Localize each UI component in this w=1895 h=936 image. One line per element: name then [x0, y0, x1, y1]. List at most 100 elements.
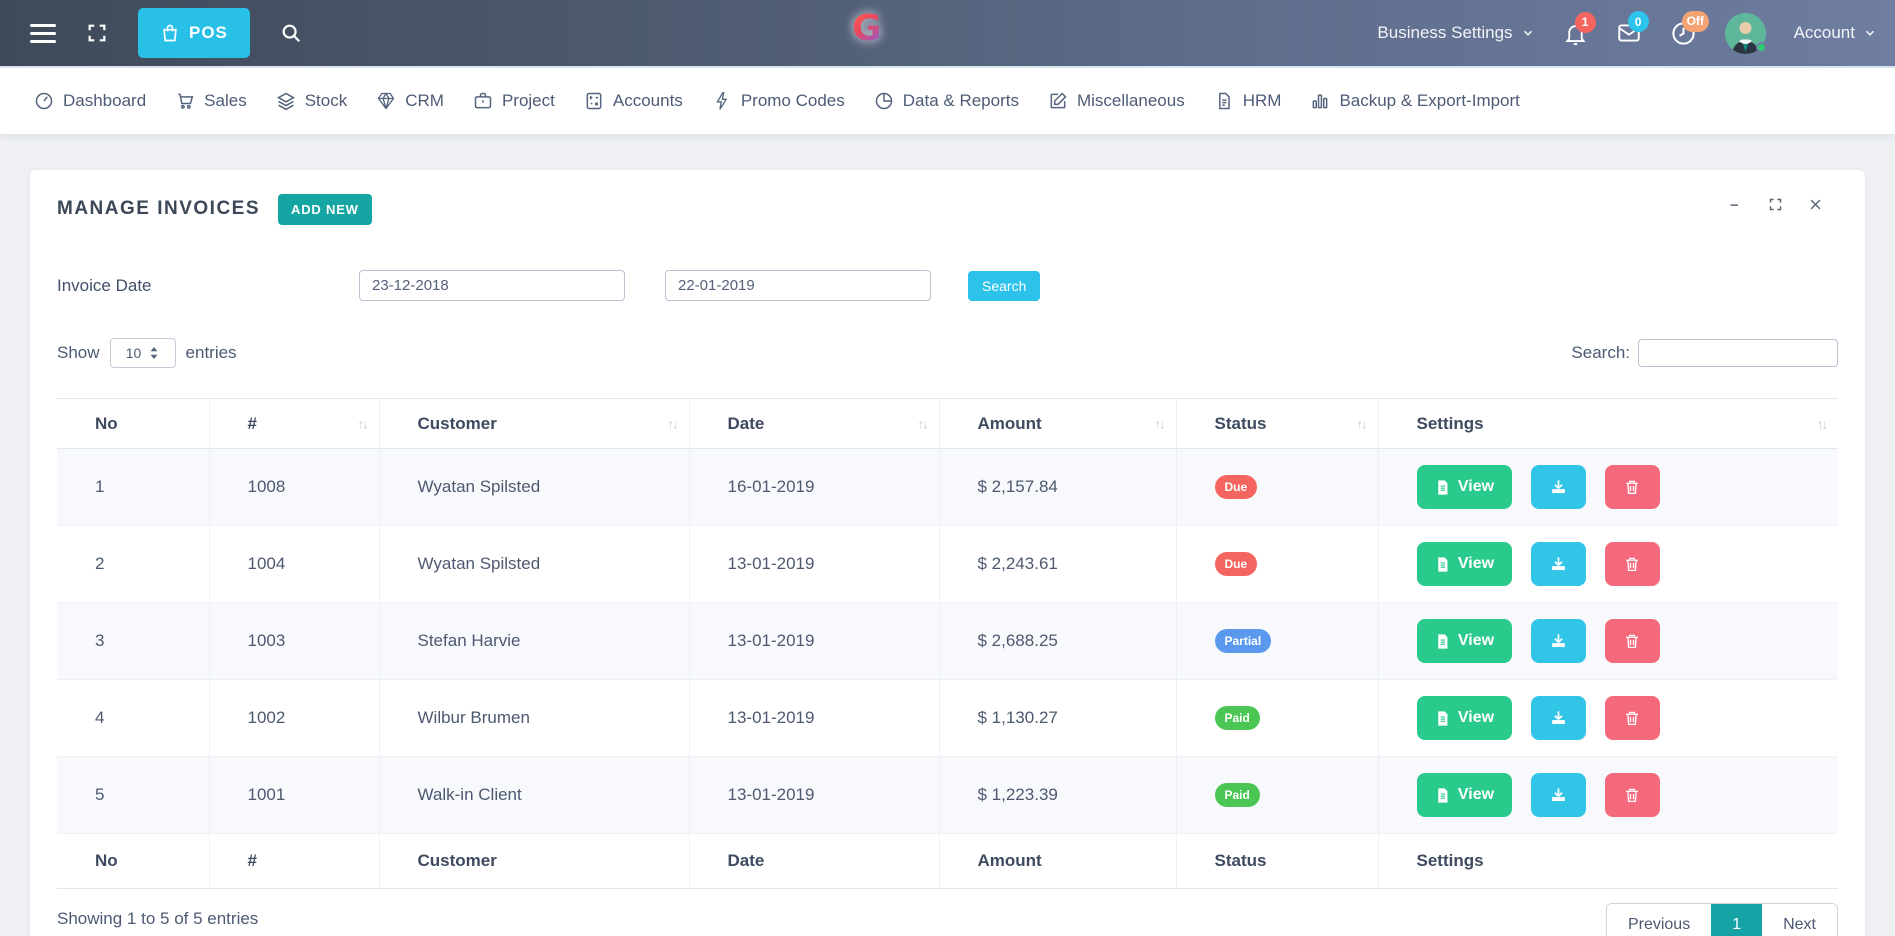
showing-entries-text: Showing 1 to 5 of 5 entries	[57, 909, 259, 928]
trash-icon	[1623, 632, 1641, 650]
cell-amount: $ 2,688.25	[939, 602, 1177, 680]
trash-icon	[1623, 555, 1641, 573]
sort-icon: ↑↓	[667, 416, 679, 431]
notification-badge: 1	[1574, 11, 1596, 33]
cell-date: 13-01-2019	[689, 679, 940, 757]
bar-chart-icon	[1310, 91, 1330, 111]
footer-date: Date	[689, 833, 940, 889]
view-button[interactable]: View	[1416, 619, 1512, 663]
dashboard-icon	[34, 91, 54, 111]
menu-item-promo-codes[interactable]: Promo Codes	[712, 91, 845, 111]
delete-button[interactable]	[1604, 696, 1660, 740]
column-header-date[interactable]: Date ↑↓	[689, 398, 940, 449]
cell-customer: Walk-in Client	[379, 756, 690, 834]
account-dropdown[interactable]: Account	[1794, 23, 1877, 43]
menu-item-dashboard[interactable]: Dashboard	[34, 91, 146, 111]
sort-icon: ↑↓	[917, 416, 929, 431]
cell-amount: $ 2,157.84	[939, 448, 1177, 526]
table-search-input[interactable]	[1638, 339, 1838, 367]
column-header-no[interactable]: No	[57, 398, 210, 449]
add-new-button[interactable]: ADD NEW	[278, 193, 372, 225]
pagination-previous[interactable]: Previous	[1606, 904, 1712, 936]
file-icon	[1434, 787, 1451, 804]
download-icon	[1549, 555, 1568, 574]
chevron-down-icon	[1863, 26, 1877, 40]
page-title: MANAGE INVOICES	[57, 198, 261, 219]
download-button[interactable]	[1531, 619, 1587, 663]
menu-item-project[interactable]: Project	[473, 91, 555, 111]
column-header-customer[interactable]: Customer ↑↓	[379, 398, 690, 449]
file-icon	[1434, 633, 1451, 650]
pagination-page-1[interactable]: 1	[1711, 904, 1763, 936]
download-button[interactable]	[1531, 542, 1587, 586]
view-button[interactable]: View	[1416, 773, 1512, 817]
column-header-amount[interactable]: Amount ↑↓	[939, 398, 1177, 449]
menu-item-miscellaneous[interactable]: Miscellaneous	[1048, 91, 1185, 111]
hamburger-menu-icon[interactable]	[30, 23, 56, 43]
cell-date: 16-01-2019	[689, 448, 940, 526]
lightning-icon	[712, 91, 732, 111]
delete-button[interactable]	[1604, 619, 1660, 663]
cell-status: Partial	[1176, 602, 1379, 680]
date-from-input[interactable]	[359, 270, 625, 301]
document-icon	[1214, 91, 1234, 111]
download-button[interactable]	[1531, 773, 1587, 817]
table-row: 3 1003 Stefan Harvie 13-01-2019 $ 2,688.…	[57, 602, 1838, 680]
pagination: Previous 1 Next	[1605, 903, 1838, 936]
menu-item-hrm[interactable]: HRM	[1214, 91, 1281, 111]
search-button[interactable]: Search	[968, 270, 1041, 301]
cell-status: Due	[1176, 525, 1379, 603]
sort-icon: ↑↓	[357, 416, 369, 431]
close-icon[interactable]	[1807, 196, 1823, 212]
menu-item-backup-export-import[interactable]: Backup & Export-Import	[1310, 91, 1520, 111]
download-button[interactable]	[1531, 465, 1587, 509]
file-icon	[1434, 479, 1451, 496]
entries-select[interactable]: 10	[109, 338, 176, 368]
date-to-input[interactable]	[665, 270, 931, 301]
menu-item-stock[interactable]: Stock	[276, 91, 347, 111]
column-header-invoice[interactable]: # ↑↓	[209, 398, 380, 449]
online-status-dot	[1755, 41, 1767, 53]
clock-button[interactable]: Off	[1670, 10, 1709, 47]
cart-icon	[175, 91, 195, 111]
cell-settings: View	[1378, 602, 1838, 680]
file-icon	[1434, 556, 1451, 573]
delete-button[interactable]	[1604, 542, 1660, 586]
footer-no: No	[57, 833, 210, 889]
minimize-icon[interactable]	[1727, 196, 1743, 212]
avatar[interactable]	[1724, 12, 1767, 54]
delete-button[interactable]	[1604, 465, 1660, 509]
menu-item-sales[interactable]: Sales	[175, 91, 247, 111]
expand-icon[interactable]	[1767, 196, 1783, 212]
table-row: 2 1004 Wyatan Spilsted 13-01-2019 $ 2,24…	[57, 525, 1838, 603]
pos-button[interactable]: POS	[138, 8, 250, 58]
cell-settings: View	[1378, 679, 1838, 757]
trash-icon	[1623, 478, 1641, 496]
view-button[interactable]: View	[1416, 696, 1512, 740]
notifications-button[interactable]: 1	[1563, 11, 1596, 46]
messages-button[interactable]: 0	[1616, 11, 1649, 46]
manage-invoices-card: MANAGE INVOICES ADD NEW Invoice Date Sea…	[30, 170, 1865, 936]
column-header-status[interactable]: Status ↑↓	[1176, 398, 1379, 449]
menu-item-accounts[interactable]: Accounts	[584, 91, 683, 111]
sort-icon: ↑↓	[1356, 416, 1368, 431]
menu-item-crm[interactable]: CRM	[376, 91, 444, 111]
menu-item-data-reports[interactable]: Data & Reports	[874, 91, 1019, 111]
sort-icon: ↑↓	[1817, 416, 1828, 431]
business-settings-dropdown[interactable]: Business Settings	[1377, 23, 1534, 43]
cell-settings: View	[1378, 525, 1838, 603]
pagination-next[interactable]: Next	[1762, 904, 1837, 936]
view-button[interactable]: View	[1416, 465, 1512, 509]
fullscreen-icon[interactable]	[86, 22, 108, 44]
download-button[interactable]	[1531, 696, 1587, 740]
status-badge: Paid	[1214, 706, 1260, 730]
main-menu: Dashboard Sales Stock CRM Project Accoun…	[0, 66, 1895, 134]
sort-icon: ↑↓	[1154, 416, 1166, 431]
clock-status-badge: Off	[1681, 10, 1709, 32]
delete-button[interactable]	[1604, 773, 1660, 817]
briefcase-icon	[473, 91, 493, 111]
column-header-settings[interactable]: Settings ↑↓	[1378, 398, 1838, 449]
view-button[interactable]: View	[1416, 542, 1512, 586]
search-icon[interactable]	[280, 22, 302, 44]
edit-square-icon	[1048, 91, 1068, 111]
